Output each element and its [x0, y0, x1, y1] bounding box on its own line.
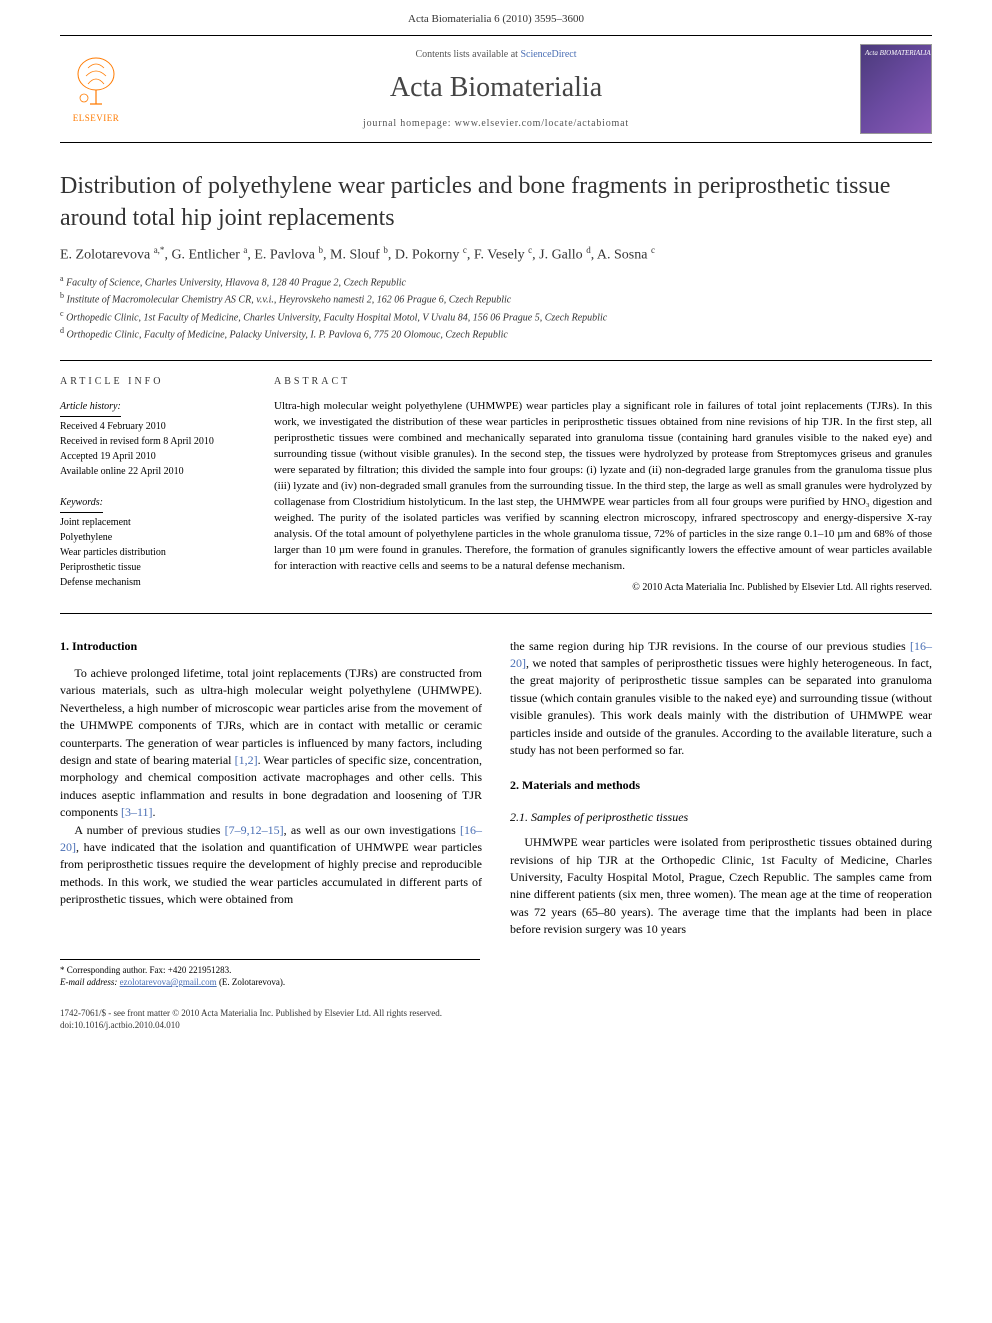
article-body: 1. Introduction To achieve prolonged lif…	[60, 638, 932, 939]
contents-available-line: Contents lists available at ScienceDirec…	[132, 48, 860, 62]
elsevier-logo: ELSEVIER	[60, 49, 132, 129]
keyword-item: Defense mechanism	[60, 575, 250, 590]
journal-homepage-line: journal homepage: www.elsevier.com/locat…	[132, 117, 860, 131]
running-head: Acta Biomaterialia 6 (2010) 3595–3600	[0, 0, 992, 35]
elsevier-tree-icon	[66, 54, 126, 110]
article-footer: 1742-7061/$ - see front matter © 2010 Ac…	[60, 1007, 932, 1032]
keyword-item: Periprosthetic tissue	[60, 560, 250, 575]
article-info-column: ARTICLE INFO Article history: Received 4…	[60, 375, 250, 594]
section-2-heading: 2. Materials and methods	[510, 777, 932, 794]
history-line: Received in revised form 8 April 2010	[60, 434, 250, 449]
authors-list: E. Zolotarevova a,*, G. Entlicher a, E. …	[60, 244, 932, 265]
body-paragraph: A number of previous studies [7–9,12–15]…	[60, 822, 482, 909]
abstract-copyright: © 2010 Acta Materialia Inc. Published by…	[274, 581, 932, 595]
article-history-label: Article history:	[60, 399, 121, 417]
abstract-column: ABSTRACT Ultra-high molecular weight pol…	[274, 375, 932, 594]
masthead: ELSEVIER Contents lists available at Sci…	[60, 35, 932, 143]
abstract-heading: ABSTRACT	[274, 375, 932, 389]
corresponding-email-link[interactable]: ezolotarevova@gmail.com	[120, 977, 217, 987]
keywords-label: Keywords:	[60, 495, 103, 513]
section-divider	[60, 613, 932, 614]
citation-ref[interactable]: [7–9,12–15]	[225, 823, 284, 837]
keyword-item: Polyethylene	[60, 530, 250, 545]
article-title: Distribution of polyethylene wear partic…	[60, 171, 932, 233]
body-paragraph: UHMWPE wear particles were isolated from…	[510, 834, 932, 938]
keyword-item: Joint replacement	[60, 515, 250, 530]
sciencedirect-link[interactable]: ScienceDirect	[520, 49, 576, 60]
abstract-text: Ultra-high molecular weight polyethylene…	[274, 399, 932, 574]
history-line: Accepted 19 April 2010	[60, 449, 250, 464]
subsection-2-1-heading: 2.1. Samples of periprosthetic tissues	[510, 809, 932, 826]
citation-ref[interactable]: [1,2]	[235, 753, 258, 767]
article-info-heading: ARTICLE INFO	[60, 375, 250, 389]
keyword-item: Wear particles distribution	[60, 545, 250, 560]
body-paragraph: To achieve prolonged lifetime, total joi…	[60, 665, 482, 822]
journal-name: Acta Biomaterialia	[132, 68, 860, 107]
journal-cover-thumbnail: Acta BIOMATERIALIA	[860, 44, 932, 134]
body-paragraph: the same region during hip TJR revisions…	[510, 638, 932, 760]
elsevier-wordmark: ELSEVIER	[73, 112, 120, 125]
history-line: Received 4 February 2010	[60, 419, 250, 434]
citation-ref[interactable]: [16–20]	[510, 639, 932, 670]
history-line: Available online 22 April 2010	[60, 464, 250, 479]
affiliations: a Faculty of Science, Charles University…	[60, 273, 932, 342]
citation-ref[interactable]: [3–11]	[121, 805, 153, 819]
section-1-heading: 1. Introduction	[60, 638, 482, 655]
corresponding-author-footnote: * Corresponding author. Fax: +420 221951…	[60, 959, 480, 989]
